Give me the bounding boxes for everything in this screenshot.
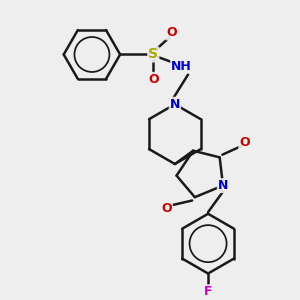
Text: F: F [204, 285, 212, 298]
Text: O: O [161, 202, 172, 215]
Text: O: O [239, 136, 250, 149]
Text: O: O [166, 26, 177, 39]
Text: O: O [148, 73, 159, 86]
Text: N: N [170, 98, 180, 111]
Text: NH: NH [171, 60, 192, 73]
Text: N: N [218, 179, 228, 192]
Text: S: S [148, 47, 158, 61]
